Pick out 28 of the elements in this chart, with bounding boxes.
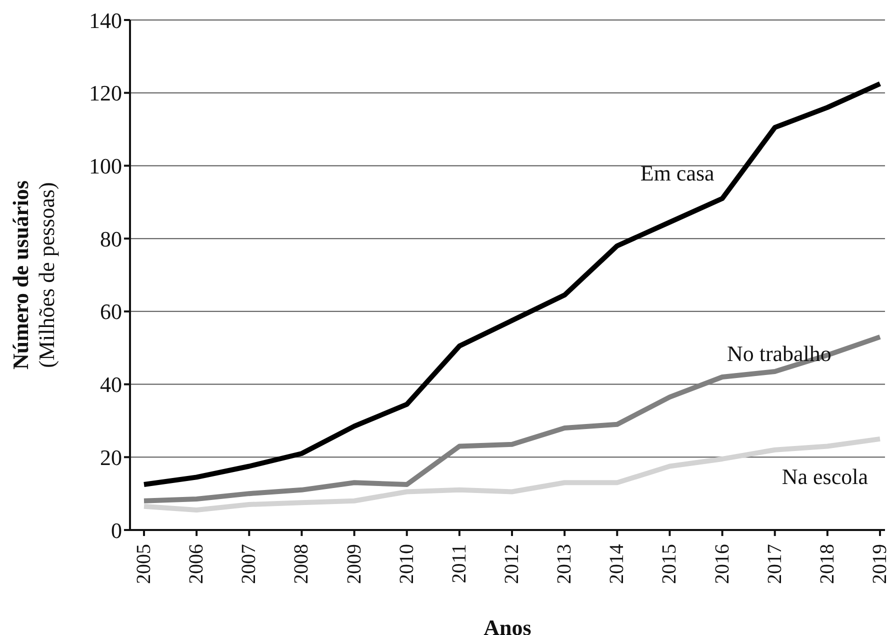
- x-tick-label: 2007: [238, 544, 260, 584]
- y-tick-label: 120: [89, 80, 122, 106]
- y-tick-label: 100: [89, 154, 122, 179]
- y-tick-label: 20: [100, 444, 122, 470]
- x-axis-title: Anos: [484, 615, 532, 635]
- x-tick-label: 2012: [501, 544, 523, 584]
- x-tick-label: 2016: [711, 544, 734, 584]
- x-tick-label: 2015: [658, 544, 681, 584]
- x-tick-label: 2011: [448, 544, 470, 584]
- y-tick-label: 60: [100, 299, 122, 324]
- x-tick-label: 2008: [290, 544, 313, 584]
- series-label: Em casa: [640, 160, 715, 186]
- y-axis-title: Número de usuários (Milhões de pessoas): [8, 180, 59, 370]
- x-tick-label: 2006: [186, 544, 208, 584]
- x-tick-label: 2014: [606, 544, 628, 584]
- x-tick-label: 2010: [396, 544, 418, 584]
- x-tick-label: 2017: [764, 544, 786, 584]
- x-tick-label: 2018: [816, 544, 838, 584]
- x-tick-label: 2013: [554, 544, 576, 584]
- y-tick-label: 0: [111, 518, 122, 543]
- y-tick-label: 40: [100, 372, 122, 398]
- y-tick-label: 140: [89, 8, 122, 33]
- series-label: Na escola: [782, 464, 868, 489]
- y-tick-label: 80: [100, 226, 122, 252]
- x-tick-label: 2009: [343, 544, 366, 584]
- series-label: No trabalho: [726, 341, 832, 366]
- x-tick-label: 2005: [133, 544, 155, 584]
- x-tick-label: 2019: [869, 544, 891, 584]
